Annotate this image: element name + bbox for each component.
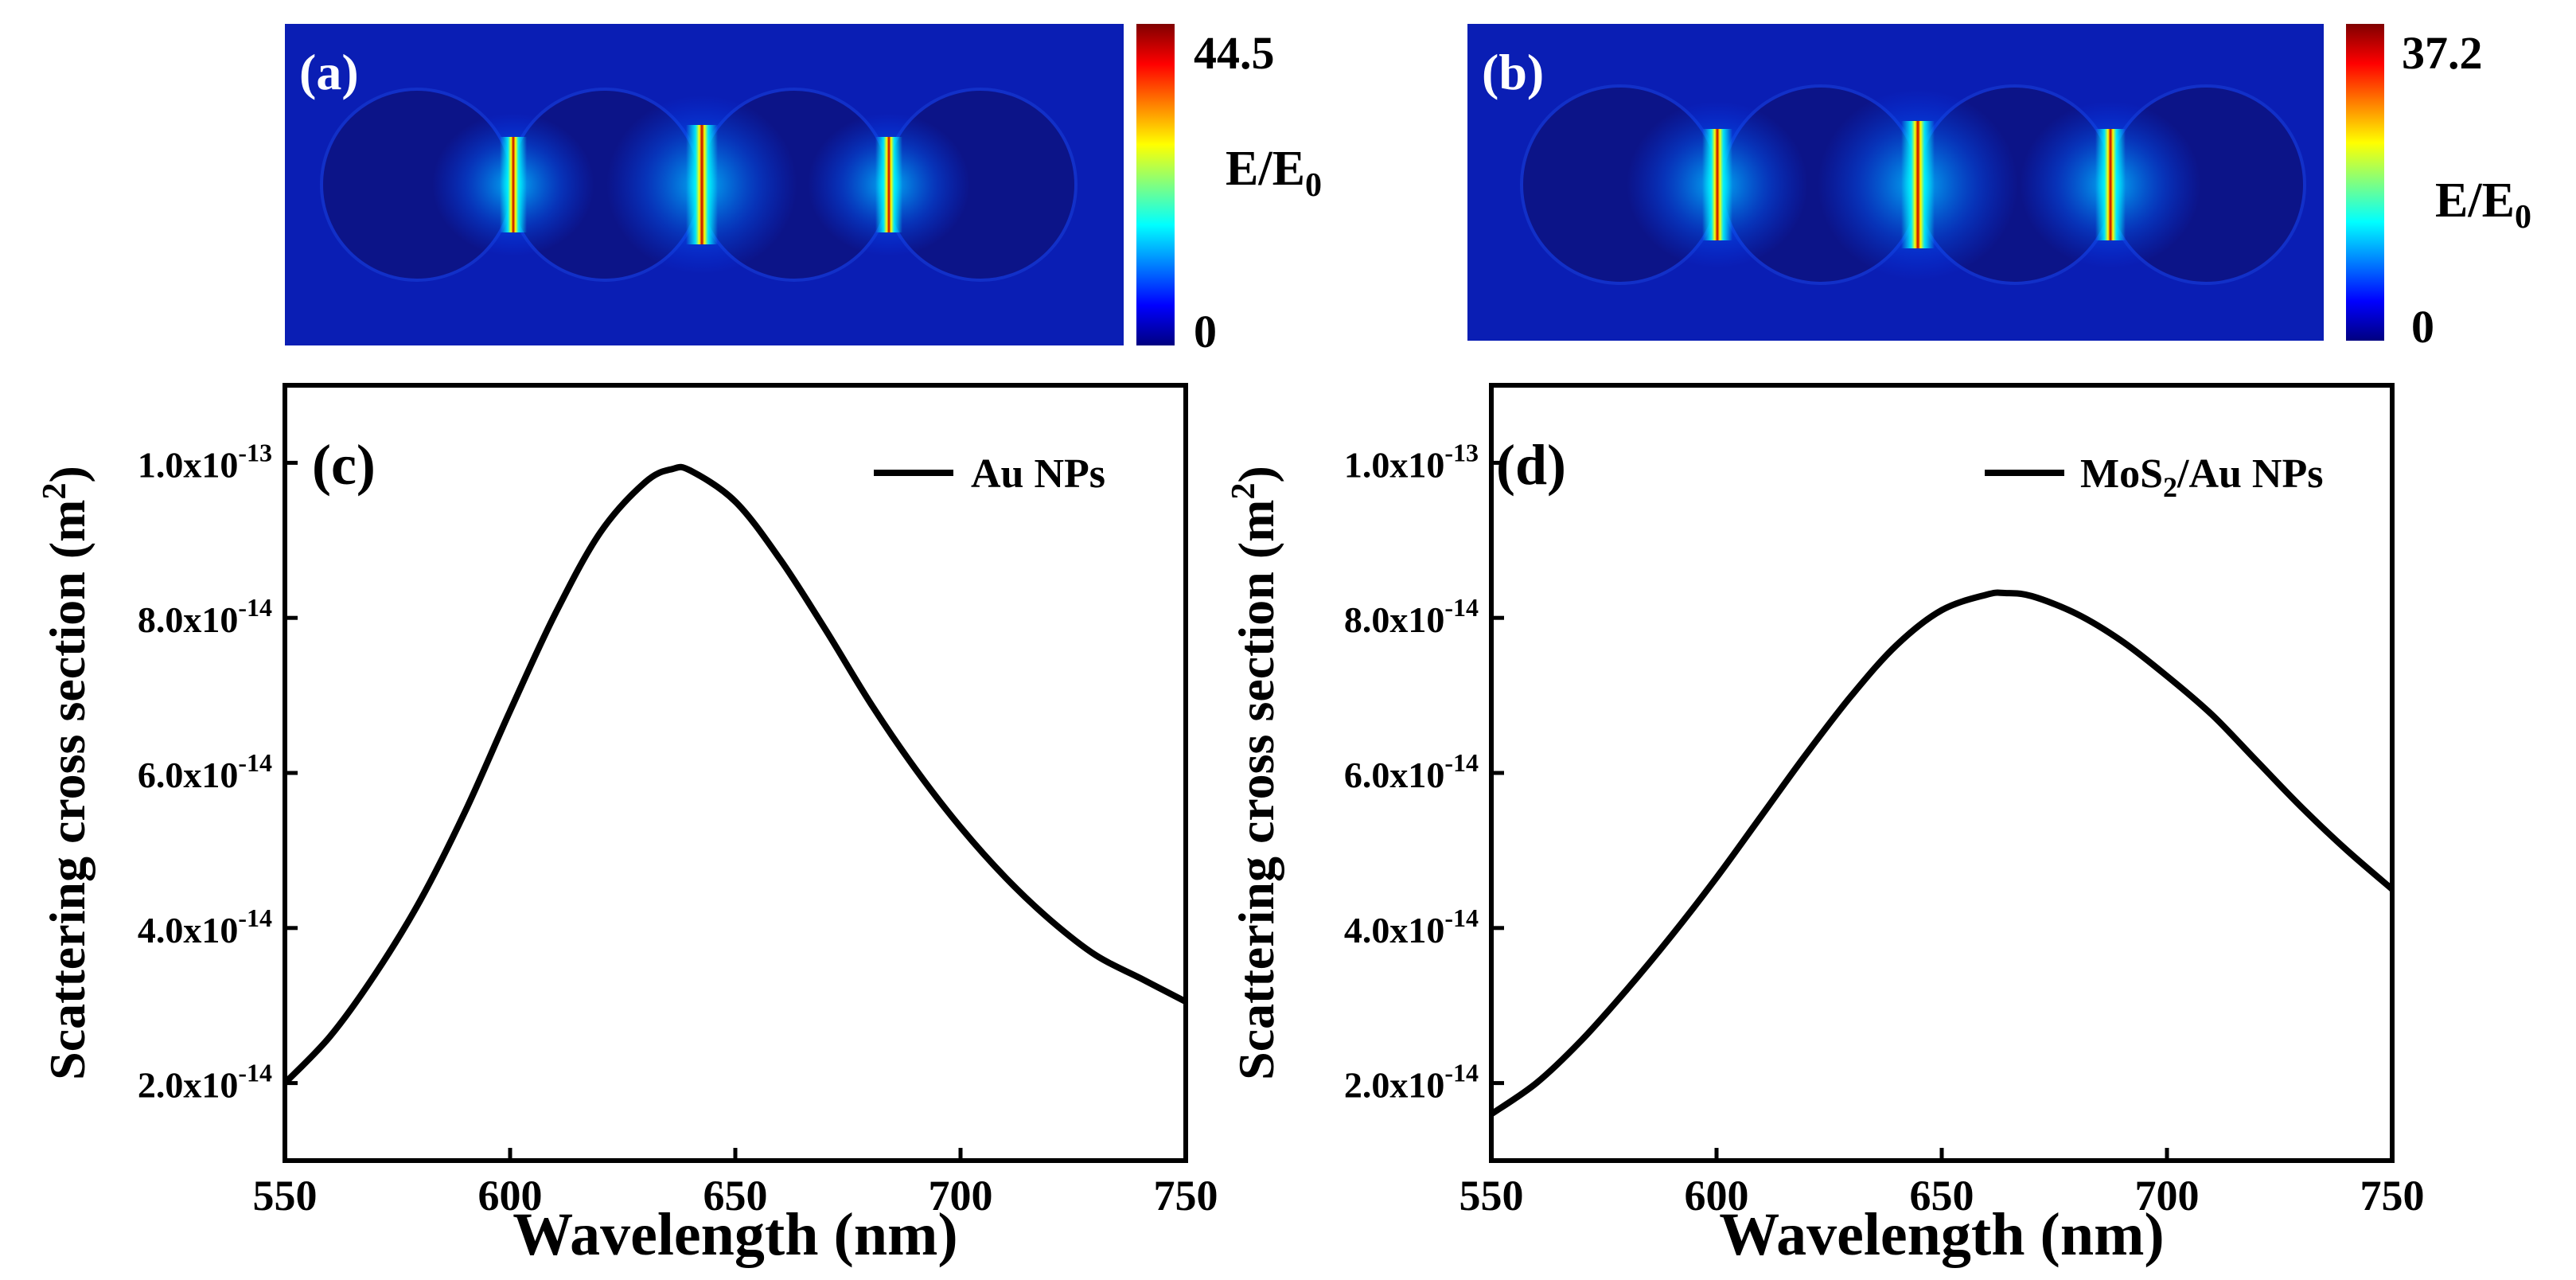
colorbar-b-max: 37.2 (2402, 27, 2483, 79)
colorbar-a-max: 44.5 (1194, 27, 1275, 79)
chart-c-legend-text: Au NPs (971, 451, 1105, 497)
chart-d-legend: MoS2/Au NPs (1985, 451, 2323, 503)
chart-d-xtick-label: 650 (1910, 1172, 1974, 1220)
chart-d-ytick-label: 6.0x10-14 (1344, 748, 1479, 795)
chart-d-ylabel: Scattering cross section (m2) (1226, 466, 1284, 1080)
chart-d-xtick-label: 700 (2135, 1172, 2200, 1220)
chart-d-xlabel: Wavelength (nm) (1719, 1201, 2164, 1268)
chart-c-line-layer (283, 463, 1187, 1086)
chart-c-ytick-label: 2.0x10-14 (138, 1059, 272, 1106)
colorbar-a-title: E/E0 (1226, 142, 1322, 204)
chart-c: 550 600 650 700 750 2.0x10-14 4.0x10-14 6.0x10-… (37, 383, 1218, 1268)
colorbar-a (1136, 24, 1175, 345)
chart-c-panel-label: (c) (312, 433, 376, 497)
colorbar-b-min: 0 (2411, 301, 2434, 353)
colorbar-b (2346, 24, 2384, 341)
chart-c-xtick-label: 600 (478, 1172, 543, 1220)
chart-c-legend: Au NPs (874, 451, 1105, 497)
chart-d-ytick-label: 2.0x10-14 (1344, 1059, 1479, 1106)
field-map-a: (a) 44.5 0 E/E0 (285, 24, 1322, 357)
field-map-a-hotspot (686, 125, 718, 244)
chart-d-xtick-label: 550 (1459, 1172, 1524, 1220)
chart-c-ytick-label: 8.0x10-14 (138, 593, 272, 640)
chart-c-xtick-label: 750 (1154, 1172, 1218, 1220)
chart-d: 550 600 650 700 750 2.0x10-14 4.0x10-14 6.0x10-… (1226, 383, 2425, 1268)
chart-d-line-layer (1489, 589, 2395, 1117)
field-map-b-hotspots (1627, 89, 2201, 280)
panel-label-a: (a) (299, 44, 359, 100)
chart-c-ytick-label: 4.0x10-14 (138, 903, 272, 950)
chart-c-series-line (283, 463, 1187, 1086)
chart-c-xtick-label: 700 (929, 1172, 993, 1220)
chart-d-ytick-label: 4.0x10-14 (1344, 903, 1479, 950)
chart-d-series-line (1489, 589, 2395, 1117)
chart-c-xtick-label: 650 (703, 1172, 768, 1220)
chart-c-xtick-label: 550 (253, 1172, 318, 1220)
field-map-a-hotspots (432, 95, 970, 275)
panel-label-b: (b) (1482, 44, 1544, 100)
field-map-b-hotspot (2095, 129, 2126, 240)
chart-d-frame (1489, 383, 2395, 1163)
chart-c-ytick-label: 1.0x10-13 (138, 438, 272, 485)
chart-c-ylabel: Scattering cross section (m2) (37, 466, 95, 1080)
chart-c-xlabel: Wavelength (nm) (512, 1201, 957, 1268)
chart-c-ticks: 550 600 650 700 750 2.0x10-14 4.0x10-14 6.0x10-… (138, 438, 1218, 1220)
chart-d-xtick-label: 600 (1685, 1172, 1749, 1220)
field-map-b: (b) 37.2 0 E/E0 (1467, 24, 2531, 353)
chart-d-ytick-label: 1.0x10-13 (1344, 438, 1479, 485)
chart-d-ticks: 550 600 650 700 750 2.0x10-14 4.0x10-14 6.0x10-… (1344, 438, 2425, 1220)
chart-c-ytick-label: 6.0x10-14 (138, 748, 272, 795)
field-map-b-hotspot (1901, 121, 1935, 248)
field-map-a-hotspot (875, 137, 902, 232)
field-map-a-hotspot (500, 137, 527, 232)
colorbar-b-title: E/E0 (2435, 174, 2531, 236)
field-map-b-hotspot (1702, 129, 1732, 240)
chart-d-panel-label: (d) (1496, 433, 1566, 497)
colorbar-a-min: 0 (1194, 306, 1217, 357)
chart-d-ytick-label: 8.0x10-14 (1344, 593, 1479, 640)
chart-d-legend-text: MoS2/Au NPs (2080, 451, 2323, 503)
chart-d-xtick-label: 750 (2360, 1172, 2425, 1220)
